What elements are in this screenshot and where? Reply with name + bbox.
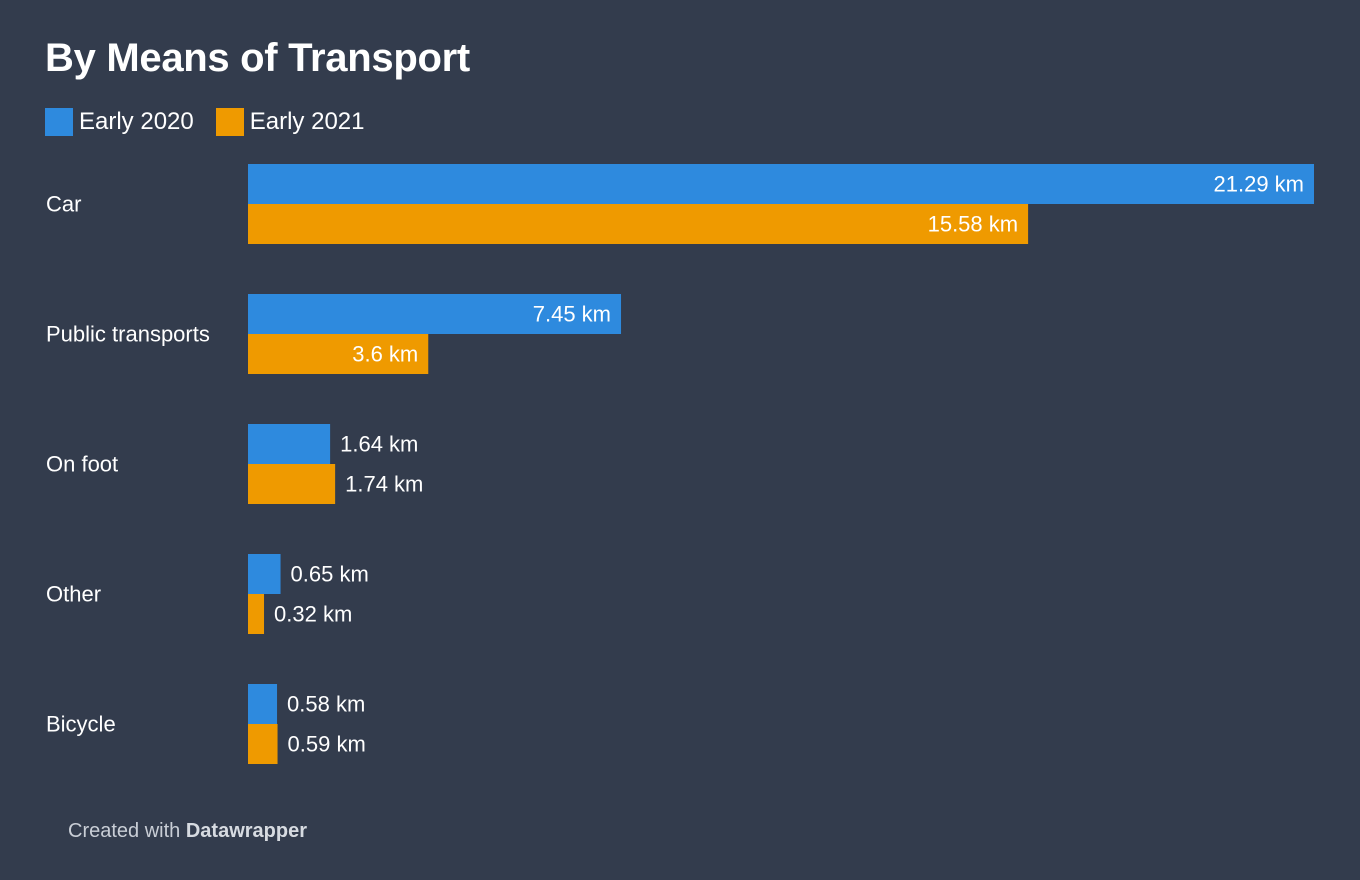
value-label-other-early-2021: 0.32 km <box>274 602 352 627</box>
bar-bicycle-early-2020 <box>248 684 278 724</box>
legend-label-early-2021: Early 2021 <box>249 108 365 135</box>
footer-credit[interactable]: Created with Datawrapper <box>68 818 307 844</box>
bar-car-early-2020 <box>248 164 1314 204</box>
bar-on-foot-early-2021 <box>248 464 336 504</box>
bar-public-transports-early-2021 <box>248 334 429 374</box>
bar-car-early-2021 <box>248 204 1029 244</box>
bar-other-early-2021 <box>248 594 265 634</box>
legend: Early 2020 Early 2021 <box>45 107 387 137</box>
value-label-car-early-2020: 21.29 km <box>1214 172 1305 197</box>
footer-prefix: Created with <box>68 820 181 842</box>
bar-on-foot-early-2020 <box>248 424 331 464</box>
bar-public-transports-early-2020 <box>248 294 622 334</box>
value-label-bicycle-early-2020: 0.58 km <box>287 692 365 717</box>
category-label-public-transports: Public transports <box>46 322 210 347</box>
value-label-public-transports-early-2020: 7.45 km <box>533 302 611 327</box>
legend-label-early-2020: Early 2020 <box>79 108 194 135</box>
legend-swatch-early-2021 <box>215 108 244 136</box>
value-label-on-foot-early-2021: 1.74 km <box>345 472 423 497</box>
value-label-other-early-2020: 0.65 km <box>291 562 369 587</box>
value-label-car-early-2021: 15.58 km <box>928 212 1019 237</box>
legend-item-early-2020: Early 2020 <box>45 107 194 137</box>
value-label-on-foot-early-2020: 1.64 km <box>340 432 418 457</box>
footer-brand[interactable]: Datawrapper <box>185 820 307 842</box>
bar-bicycle-early-2021 <box>248 724 278 764</box>
category-label-car: Car <box>46 192 81 217</box>
category-label-bicycle: Bicycle <box>46 712 116 737</box>
value-label-public-transports-early-2021: 3.6 km <box>352 342 418 367</box>
legend-swatch-early-2020 <box>45 108 73 136</box>
category-label-other: Other <box>46 582 101 607</box>
value-label-bicycle-early-2021: 0.59 km <box>288 732 366 757</box>
bar-other-early-2020 <box>248 554 281 594</box>
chart-title: By Means of Transport <box>45 36 470 80</box>
category-label-on-foot: On foot <box>46 452 118 477</box>
legend-item-early-2021: Early 2021 <box>215 107 365 137</box>
